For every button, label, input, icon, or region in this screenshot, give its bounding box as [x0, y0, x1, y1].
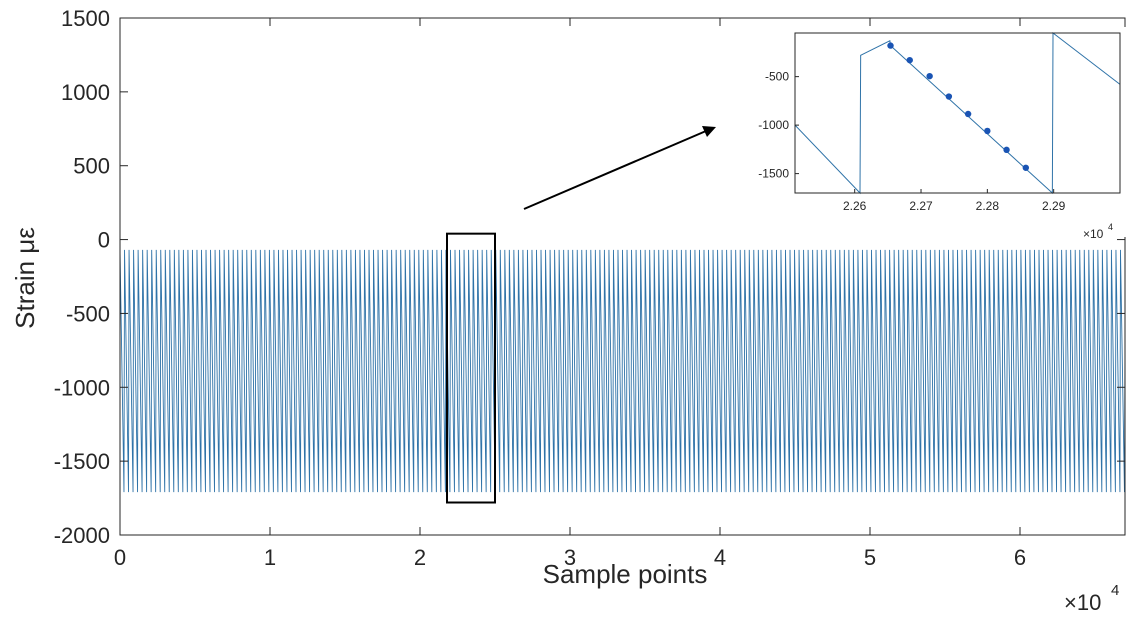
main-y-axis-ticks: -2000 -1500 -1000 -500 0 500 1000 1500	[54, 6, 1125, 548]
x-exponent-label: ×10 4	[1064, 582, 1119, 615]
main-y-tick-label: 500	[73, 154, 110, 179]
inset-sample-point	[945, 93, 953, 100]
main-y-tick-label: -500	[66, 301, 110, 326]
y-axis-label: Strain με	[10, 227, 40, 329]
main-y-tick-label: -2000	[54, 523, 110, 548]
inset-y-tick-label: -500	[765, 70, 789, 84]
main-y-tick-label: 1000	[61, 80, 110, 105]
inset-sample-point	[1003, 146, 1010, 154]
x-exponent-base: ×10	[1064, 590, 1101, 615]
x-exponent-power: 4	[1111, 582, 1119, 599]
highlight-box	[446, 232, 496, 504]
main-y-tick-label: 0	[98, 228, 110, 253]
inset-x-axis-ticks: 2.26 2.27 2.28 2.29	[843, 189, 1066, 213]
inset-x-tick-label: 2.29	[1042, 199, 1066, 213]
main-plot-frame	[119, 17, 1126, 536]
main-x-axis-ticks: 0 1 2 3 4 5 6	[114, 18, 1026, 570]
inset-sample-point	[984, 127, 991, 135]
inset-plot-frame	[794, 32, 1121, 194]
inset-y-tick-label: -1000	[758, 118, 789, 132]
inset-y-tick-label: -1500	[758, 167, 789, 181]
main-x-tick-label: 5	[864, 545, 876, 570]
main-y-tick-label: -1500	[54, 449, 110, 474]
main-y-tick-label: 1500	[61, 6, 110, 31]
inset-sample-point	[964, 110, 972, 118]
main-x-tick-label: 6	[1014, 545, 1026, 570]
inset-x-exponent-power: 4	[1108, 222, 1113, 232]
inset-sample-point	[1022, 164, 1030, 171]
inset-background	[745, 27, 1128, 237]
inset-x-tick-label: 2.26	[843, 199, 867, 213]
main-x-tick-label: 0	[114, 545, 126, 570]
inset-sample-point	[887, 42, 894, 49]
x-axis-label: Sample points	[543, 559, 708, 589]
inset-sample-markers	[887, 42, 1030, 171]
main-x-tick-label: 1	[264, 545, 276, 570]
inset-x-tick-label: 2.28	[976, 199, 1000, 213]
inset-y-axis-ticks: -1500 -1000 -500	[758, 70, 799, 181]
main-x-tick-label: 2	[414, 545, 426, 570]
inset-plot: 2.26 2.27 2.28 2.29 -1500 -1000 -500 ×10 4	[745, 27, 1128, 241]
main-x-tick-label: 3	[564, 545, 576, 570]
inset-x-exponent-base: ×10	[1083, 227, 1104, 241]
inset-sample-point	[926, 72, 933, 80]
inset-sample-point	[906, 56, 913, 64]
strain-signal-line	[119, 249, 1126, 493]
main-x-tick-label: 4	[714, 545, 726, 570]
inset-x-tick-label: 2.27	[909, 199, 933, 213]
zoom-arrow	[523, 126, 716, 210]
inset-x-exponent-label: ×10 4	[1083, 222, 1113, 241]
main-y-tick-label: -1000	[54, 375, 110, 400]
